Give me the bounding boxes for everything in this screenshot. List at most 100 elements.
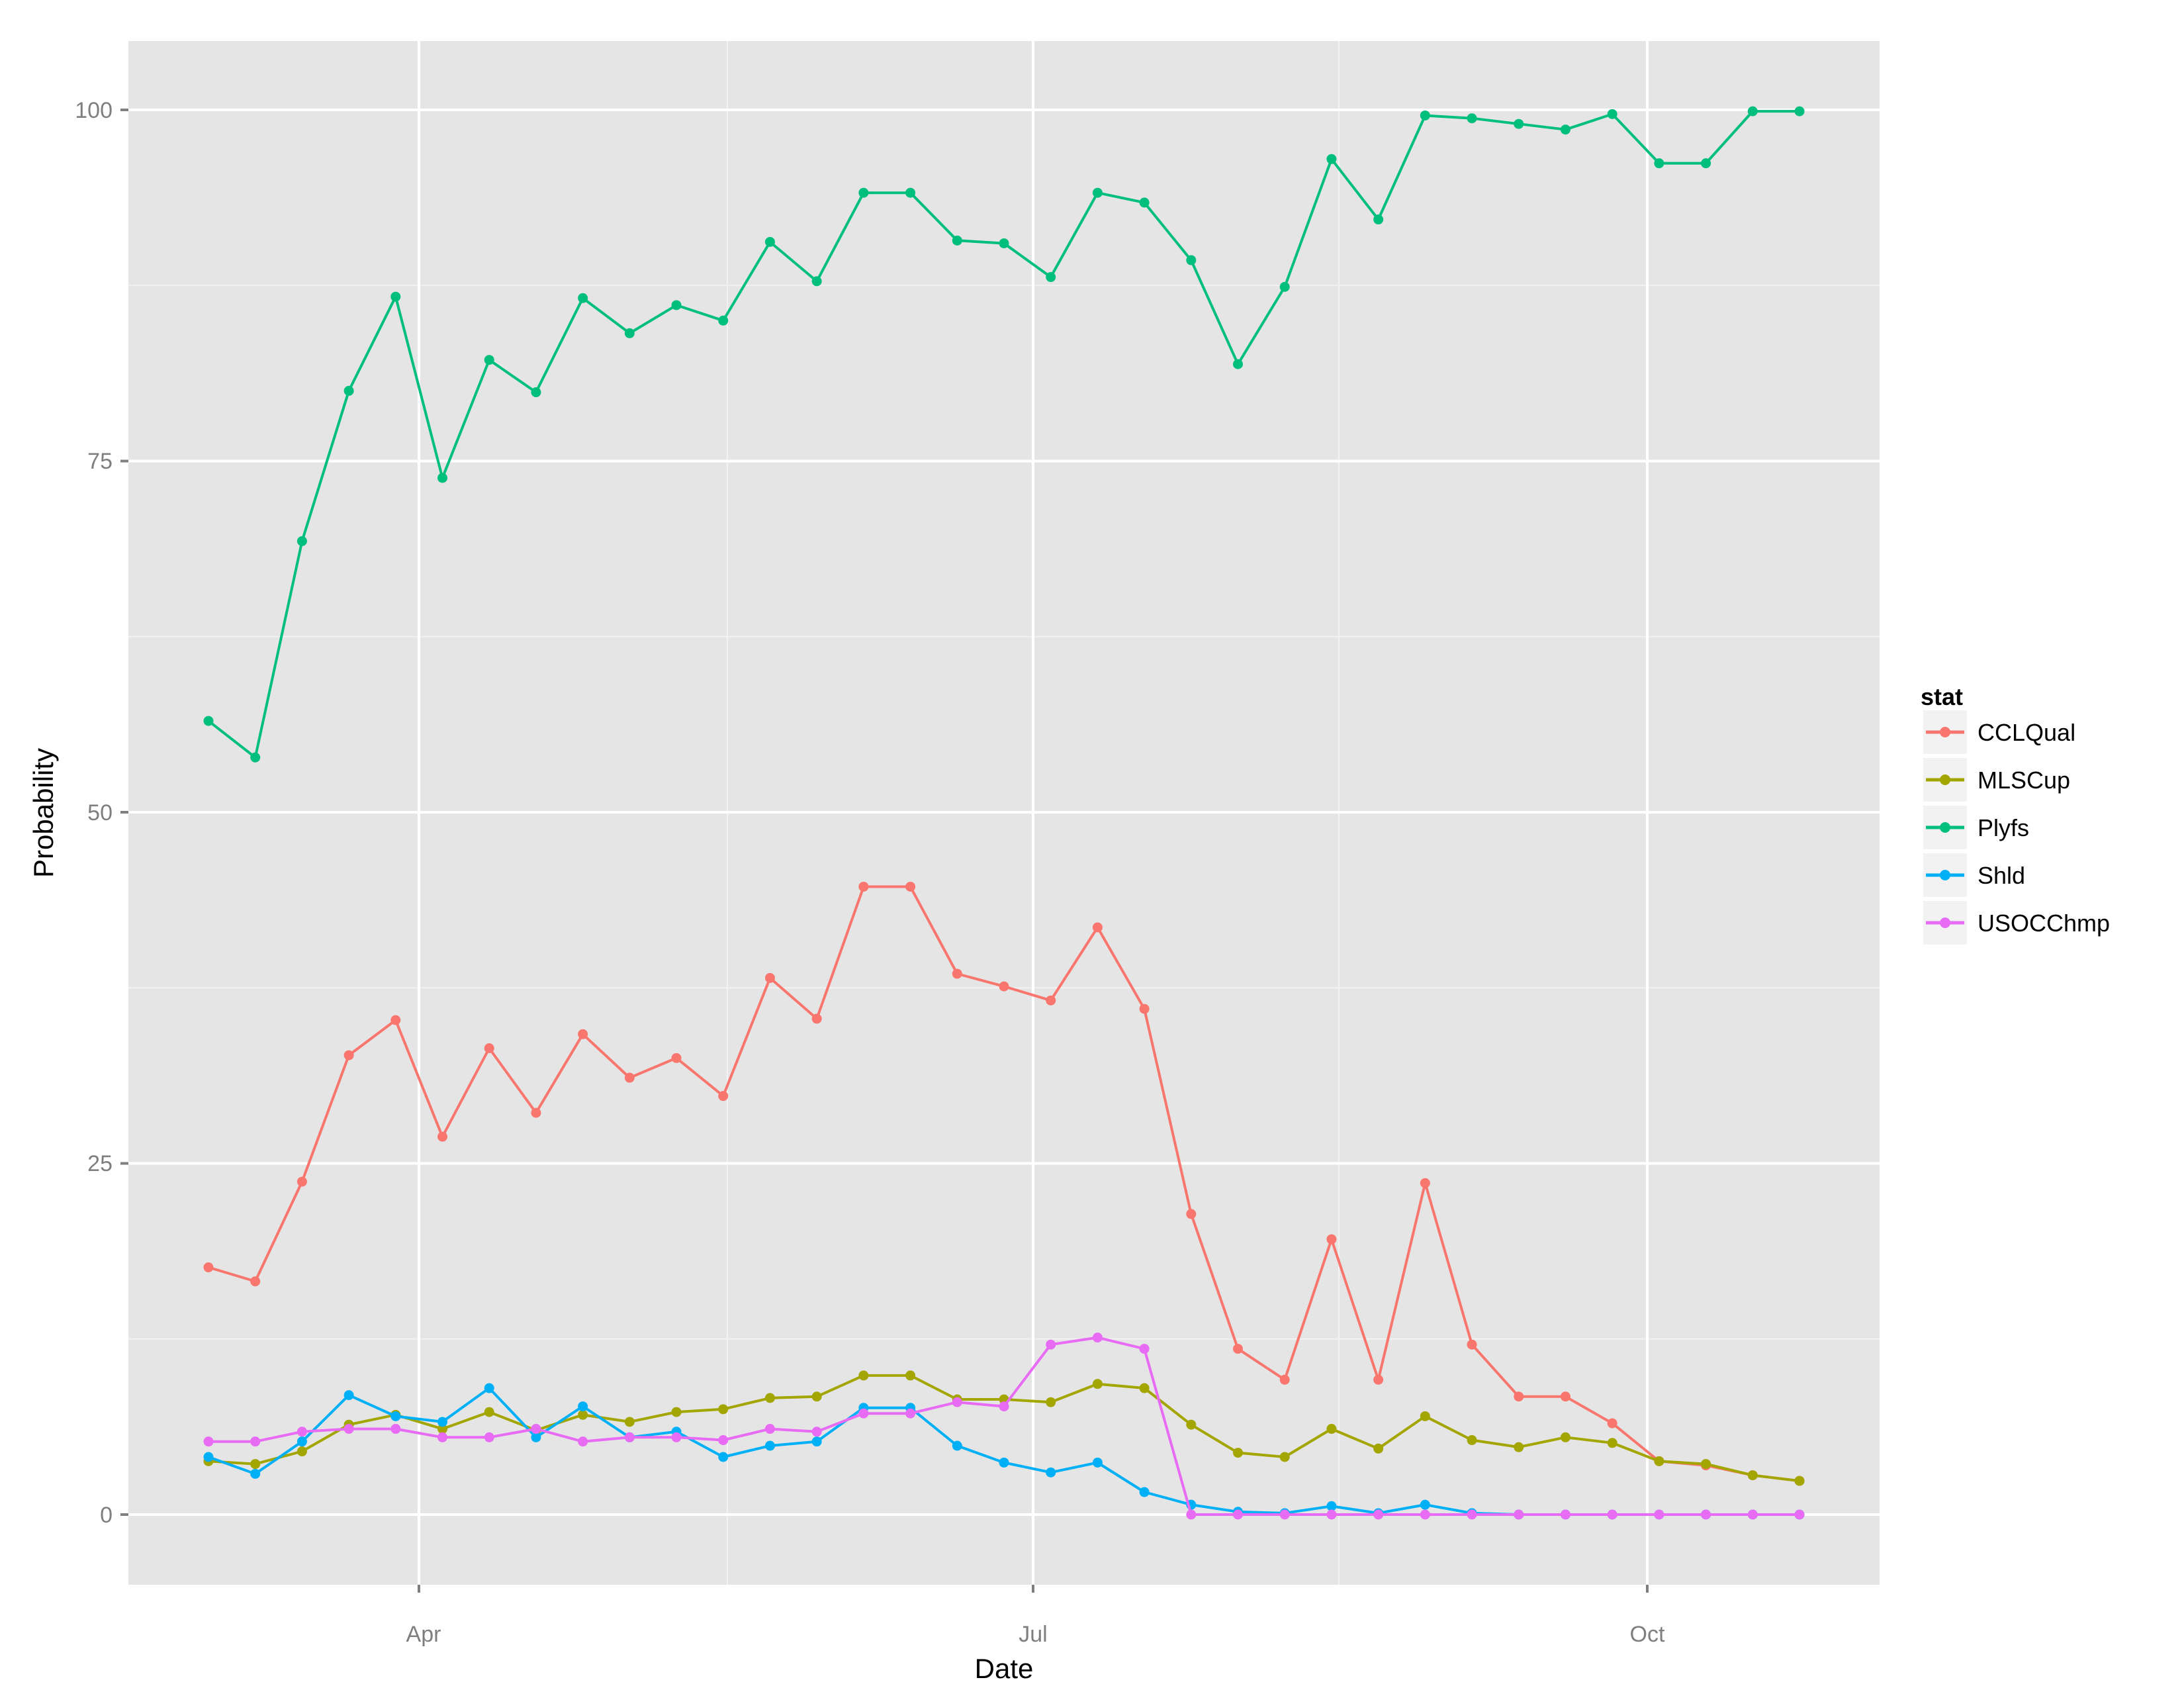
data-point xyxy=(1701,1509,1711,1520)
data-point xyxy=(1607,1509,1617,1520)
data-point xyxy=(1420,1178,1430,1188)
data-point xyxy=(999,238,1009,249)
data-point xyxy=(905,187,916,198)
data-point xyxy=(484,355,494,365)
data-point xyxy=(203,1262,214,1273)
legend-item-shld: Shld xyxy=(1923,853,2025,897)
data-point xyxy=(624,1417,635,1427)
data-point xyxy=(437,1424,448,1434)
legend-label: Shld xyxy=(1978,862,2025,889)
data-point xyxy=(1420,1499,1430,1510)
legend-point-icon xyxy=(1940,822,1950,833)
data-point xyxy=(1139,1487,1150,1497)
data-point xyxy=(1514,118,1524,129)
data-point xyxy=(1233,1448,1244,1458)
data-point xyxy=(1373,1374,1384,1385)
data-point xyxy=(718,1452,729,1462)
data-point xyxy=(343,1050,354,1060)
data-point xyxy=(203,1452,214,1462)
data-point xyxy=(343,385,354,396)
data-point xyxy=(484,1407,494,1417)
data-point xyxy=(203,1436,214,1447)
data-point xyxy=(999,1457,1009,1468)
data-point xyxy=(1046,1397,1056,1407)
data-point xyxy=(1139,1004,1150,1014)
data-point xyxy=(764,1393,775,1403)
data-point xyxy=(1186,1419,1197,1430)
data-point xyxy=(952,968,962,979)
x-tick-oct: Oct xyxy=(1630,1622,1665,1647)
data-point xyxy=(718,1404,729,1415)
data-point xyxy=(858,881,869,892)
data-point xyxy=(296,1436,307,1447)
data-point xyxy=(1514,1442,1524,1452)
data-point xyxy=(1279,281,1290,292)
data-point xyxy=(1794,1509,1805,1520)
data-point xyxy=(1560,1391,1570,1402)
data-point xyxy=(624,1072,635,1083)
data-point xyxy=(578,293,588,303)
data-point xyxy=(764,972,775,983)
data-point xyxy=(1046,1339,1056,1350)
legend-point-icon xyxy=(1940,727,1950,737)
data-point xyxy=(858,1370,869,1381)
data-point xyxy=(718,1091,729,1102)
data-point xyxy=(1092,1379,1103,1389)
data-point xyxy=(390,1411,401,1421)
data-point xyxy=(578,1029,588,1039)
y-axis: 0 25 50 75 100 xyxy=(75,98,113,1528)
data-point xyxy=(1326,1501,1337,1511)
data-point xyxy=(811,1391,822,1402)
data-point xyxy=(1373,214,1384,225)
data-point xyxy=(343,1390,354,1401)
data-point xyxy=(1139,1383,1150,1393)
data-point xyxy=(390,1015,401,1025)
data-point xyxy=(764,1424,775,1434)
data-point xyxy=(1747,1509,1758,1520)
y-tick-0: 0 xyxy=(100,1503,113,1528)
data-point xyxy=(718,315,729,326)
data-point xyxy=(484,1043,494,1053)
data-point xyxy=(578,1401,588,1412)
data-point xyxy=(858,187,869,198)
data-point xyxy=(531,1107,541,1118)
data-point xyxy=(718,1435,729,1446)
data-point xyxy=(1373,1443,1384,1454)
data-point xyxy=(578,1436,588,1447)
data-point xyxy=(1607,109,1617,119)
legend-label: USOCChmp xyxy=(1978,910,2110,937)
data-point xyxy=(811,1427,822,1437)
y-axis-title: Probability xyxy=(28,748,59,878)
data-point xyxy=(203,716,214,726)
data-point xyxy=(296,1176,307,1187)
data-point xyxy=(624,328,635,338)
data-point xyxy=(1233,1344,1244,1354)
legend: stat CCLQual MLSCup Plyfs Shld USOCChmp xyxy=(1921,683,2110,945)
legend-label: CCLQual xyxy=(1978,719,2075,746)
data-point xyxy=(811,1436,822,1447)
data-point xyxy=(1560,124,1570,135)
data-point xyxy=(484,1432,494,1442)
data-point xyxy=(624,1432,635,1442)
data-point xyxy=(1092,922,1103,933)
data-point xyxy=(1467,1435,1477,1446)
data-point xyxy=(1233,359,1244,369)
x-tick-apr: Apr xyxy=(406,1622,441,1647)
data-point xyxy=(671,1432,682,1442)
data-point xyxy=(1701,1459,1711,1470)
data-point xyxy=(390,291,401,302)
data-point xyxy=(296,536,307,546)
x-tick-jul: Jul xyxy=(1019,1622,1047,1647)
data-point xyxy=(999,1401,1009,1412)
data-point xyxy=(1046,272,1056,283)
data-point xyxy=(437,1417,448,1427)
data-point xyxy=(1326,1509,1337,1520)
data-point xyxy=(1514,1391,1524,1402)
data-point xyxy=(437,473,448,483)
data-point xyxy=(1467,113,1477,124)
data-point xyxy=(952,235,962,246)
legend-point-icon xyxy=(1940,774,1950,785)
data-point xyxy=(578,1409,588,1420)
data-point xyxy=(905,1370,916,1381)
data-point xyxy=(250,1436,261,1447)
